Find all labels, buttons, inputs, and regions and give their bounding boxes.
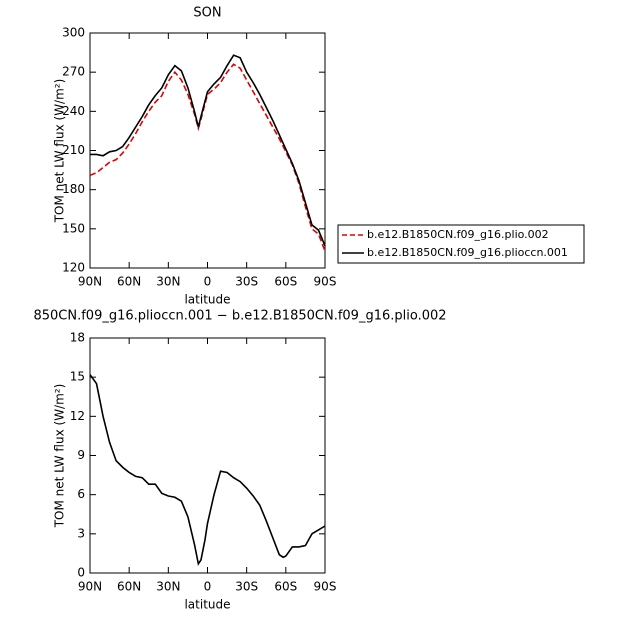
- legend-box: [337, 224, 585, 264]
- y-tick-label: 300: [62, 26, 85, 40]
- y-tick-label: 210: [62, 143, 85, 157]
- y-tick-label: 180: [62, 182, 85, 196]
- legend-label: b.e12.B1850CN.f09_g16.plio.002: [367, 228, 549, 241]
- x-tick-label: 60S: [274, 580, 297, 594]
- y-tick-label: 240: [62, 104, 85, 118]
- series-line: [90, 54, 326, 247]
- x-tick-label: 60S: [274, 275, 297, 289]
- legend-label: b.e12.B1850CN.f09_g16.plioccn.001: [367, 246, 568, 259]
- y-tick-label: 15: [70, 370, 85, 384]
- x-tick-label: 0: [204, 580, 212, 594]
- y-tick-label: 18: [70, 331, 85, 345]
- x-tick-label: 60N: [117, 275, 141, 289]
- y-tick-label: 9: [77, 448, 85, 462]
- x-tick-label: 0: [204, 275, 212, 289]
- chart-title: 850CN.f09_g16.plioccn.001 − b.e12.B1850C…: [33, 309, 446, 324]
- plot-frame: [89, 32, 326, 269]
- y-tick-label: 3: [77, 526, 85, 540]
- x-axis-label: latitude: [184, 598, 230, 612]
- y-axis-label: TOM net LW flux (W/m²): [53, 79, 67, 224]
- x-tick-label: 30S: [235, 275, 258, 289]
- x-tick-label: 30N: [156, 580, 180, 594]
- chart-title: SON: [193, 6, 221, 21]
- y-axis-label: TOM net LW flux (W/m²): [53, 384, 67, 529]
- x-tick-label: 60N: [117, 580, 141, 594]
- y-tick-label: 6: [77, 487, 85, 501]
- x-axis-label: latitude: [184, 293, 230, 307]
- y-tick-label: 150: [62, 221, 85, 235]
- plot-frame: [89, 337, 326, 574]
- x-tick-label: 90S: [314, 580, 337, 594]
- y-tick-label: 12: [70, 409, 85, 423]
- y-tick-label: 270: [62, 65, 85, 79]
- series-line: [89, 374, 326, 566]
- x-tick-label: 30N: [156, 275, 180, 289]
- x-tick-label: 90N: [78, 580, 102, 594]
- y-tick-label: 120: [62, 261, 85, 275]
- x-tick-label: 90N: [78, 275, 102, 289]
- y-tick-label: 0: [77, 566, 85, 580]
- x-tick-label: 30S: [235, 580, 258, 594]
- x-tick-label: 90S: [314, 275, 337, 289]
